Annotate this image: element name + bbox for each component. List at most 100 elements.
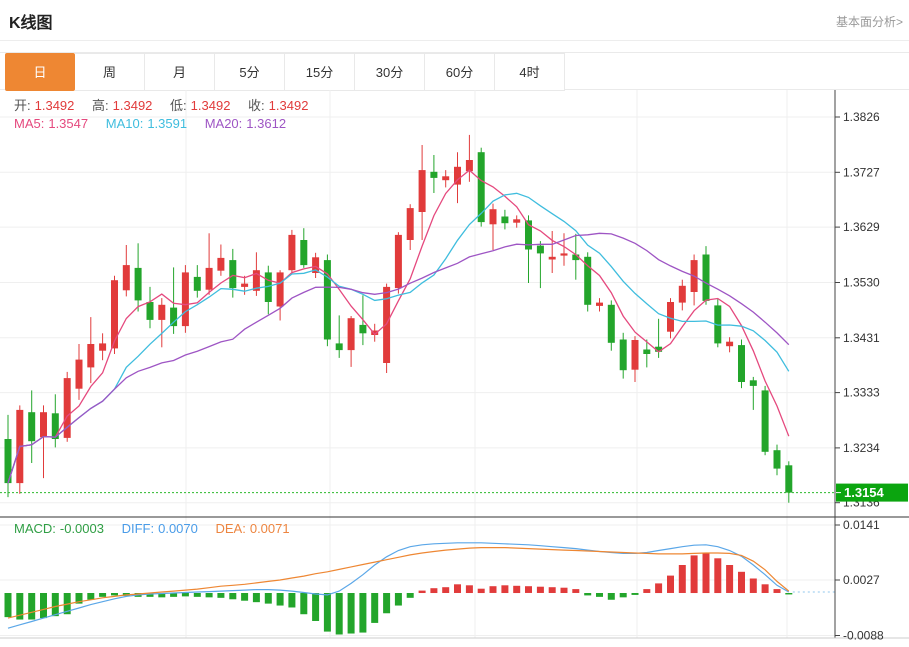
interval-tab-bar: 日周月 5分 15分 30分 60分 4时: [0, 52, 909, 91]
high-value: 1.3492: [112, 98, 153, 113]
candle: [40, 412, 47, 438]
macd-bar: [87, 593, 95, 600]
open-value: 1.3492: [34, 98, 75, 113]
tab-4时[interactable]: 4时: [495, 53, 565, 91]
price-tick-label: 1.3826: [843, 110, 880, 124]
fundamental-analysis-link[interactable]: 基本面分析>: [835, 15, 903, 29]
page-title: K线图: [9, 15, 53, 32]
macd-bar: [323, 593, 331, 632]
candle: [347, 318, 355, 351]
macd-bar: [371, 593, 379, 623]
macd-bar: [111, 593, 118, 596]
macd-bar: [465, 585, 473, 594]
macd-bar: [477, 588, 485, 594]
macd-bar: [288, 593, 296, 608]
macd-bar: [584, 593, 592, 596]
tab-15分[interactable]: 15分: [285, 53, 355, 91]
candle: [489, 209, 497, 225]
macd-bar: [158, 593, 166, 598]
macd-bar: [359, 593, 367, 633]
macd-value: -0.0003: [59, 521, 104, 536]
ma20-line: [7, 232, 790, 484]
candle: [607, 304, 615, 343]
macd-bar: [28, 593, 36, 620]
ma20-value: 1.3612: [246, 116, 287, 131]
candle: [371, 330, 379, 335]
macd-tick-label: 0.0141: [843, 518, 880, 532]
candle: [761, 390, 769, 452]
price-tick-label: 1.3431: [843, 331, 880, 345]
candle: [525, 220, 532, 250]
tab-5分[interactable]: 5分: [215, 53, 285, 91]
candle: [702, 254, 710, 301]
tab-周[interactable]: 周: [75, 53, 145, 91]
candle: [217, 257, 225, 271]
ma-legend: MA5: 1.3547 MA10: 1.3591 MA20: 1.3612: [14, 116, 290, 131]
dea-value: 0.0071: [249, 521, 290, 536]
candle: [229, 260, 237, 289]
macd-bar: [489, 586, 497, 593]
candle: [714, 305, 722, 344]
macd-bar: [300, 593, 308, 615]
candle: [738, 345, 745, 382]
high-label: 高:: [92, 98, 109, 113]
macd-bar: [205, 593, 213, 598]
macd-bar: [312, 593, 320, 621]
macd-bar: [252, 593, 260, 603]
candle: [300, 240, 308, 266]
macd-bar: [442, 587, 450, 593]
candle: [465, 160, 473, 172]
tab-30分[interactable]: 30分: [355, 53, 425, 91]
macd-bar: [631, 593, 639, 595]
candle: [572, 254, 580, 261]
candle: [146, 302, 154, 320]
ma5-line: [7, 169, 790, 484]
macd-bar: [536, 586, 544, 593]
candle: [134, 267, 142, 301]
ma20-label: MA20:: [204, 116, 243, 131]
candle: [193, 276, 201, 291]
macd-bar: [643, 589, 651, 593]
macd-bar: [690, 555, 698, 594]
price-tick-label: 1.3629: [843, 220, 880, 234]
dea-label: DEA:: [215, 521, 246, 536]
candle: [501, 216, 509, 224]
price-tick-label: 1.3234: [843, 441, 880, 455]
macd-bar: [51, 593, 59, 617]
candle: [584, 256, 592, 305]
macd-bar: [99, 593, 107, 597]
candle: [643, 349, 651, 354]
price-tag: [836, 483, 908, 502]
macd-bar: [761, 584, 769, 593]
macd-bar: [714, 558, 722, 594]
ma10-line: [7, 192, 790, 484]
candle: [312, 257, 320, 273]
candle: [477, 152, 485, 223]
macd-bar: [75, 593, 83, 604]
price-tick-label: 1.3727: [843, 165, 880, 179]
tab-60分[interactable]: 60分: [425, 53, 495, 91]
macd-bar: [229, 593, 237, 600]
macd-bar: [572, 589, 580, 593]
tab-月[interactable]: 月: [145, 53, 215, 91]
candle: [513, 219, 521, 223]
candle: [205, 267, 213, 290]
macd-bar: [193, 593, 201, 597]
macd-bar: [525, 586, 532, 593]
ma5-label: MA5:: [14, 116, 45, 131]
macd-bar: [430, 588, 438, 594]
candle: [252, 270, 260, 291]
tab-日[interactable]: 日: [5, 53, 75, 91]
macd-bar: [4, 593, 12, 618]
candle: [548, 256, 556, 260]
macd-bar: [678, 565, 686, 593]
macd-bar: [347, 593, 355, 634]
price-tick-label: 1.3530: [843, 276, 880, 290]
macd-bar: [16, 593, 24, 620]
macd-bar: [667, 575, 674, 593]
candle: [536, 245, 544, 254]
candle: [773, 450, 781, 469]
macd-bar: [548, 587, 556, 593]
candle: [560, 253, 568, 256]
macd-bar: [264, 593, 272, 604]
